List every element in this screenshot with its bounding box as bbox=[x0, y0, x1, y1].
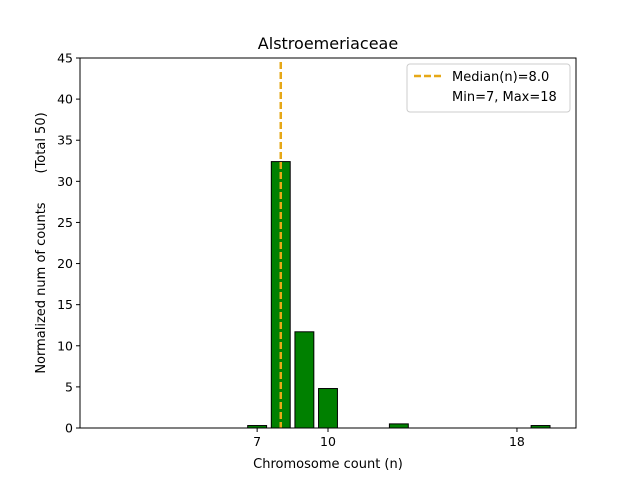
legend-range-label: Min=7, Max=18 bbox=[452, 90, 557, 105]
y-tick-label: 35 bbox=[57, 133, 73, 148]
legend-median-label: Median(n)=8.0 bbox=[452, 70, 549, 85]
x-axis-ticks: 7 10 18 bbox=[253, 428, 525, 449]
y-tick-label: 45 bbox=[57, 51, 73, 66]
plot-frame bbox=[79, 57, 577, 429]
legend: Median(n)=8.0 Min=7, Max=18 bbox=[406, 63, 571, 113]
chart-title: Alstroemeriaceae bbox=[258, 34, 398, 53]
x-tick-label: 7 bbox=[253, 434, 261, 449]
y-tick-label: 20 bbox=[57, 256, 73, 271]
y-axis-ticks: 0 5 10 15 20 25 30 35 40 45 bbox=[57, 51, 80, 436]
y-tick-label: 30 bbox=[57, 174, 73, 189]
y-tick-label: 25 bbox=[57, 215, 73, 230]
y-axis-label: Normalized num of counts (Total 50) bbox=[34, 112, 49, 373]
y-tick-label: 10 bbox=[57, 338, 73, 353]
bar bbox=[318, 388, 338, 429]
y-tick-label: 40 bbox=[57, 92, 73, 107]
bars bbox=[247, 161, 551, 429]
x-tick-label: 10 bbox=[320, 434, 336, 449]
y-tick-label: 0 bbox=[65, 421, 73, 436]
x-axis-label: Chromosome count (n) bbox=[253, 457, 403, 472]
y-tick-label: 5 bbox=[65, 379, 73, 394]
legend-box bbox=[406, 63, 571, 113]
bar bbox=[294, 331, 315, 429]
x-tick-label: 18 bbox=[509, 434, 525, 449]
y-tick-label: 15 bbox=[57, 297, 73, 312]
bar bbox=[388, 423, 409, 429]
